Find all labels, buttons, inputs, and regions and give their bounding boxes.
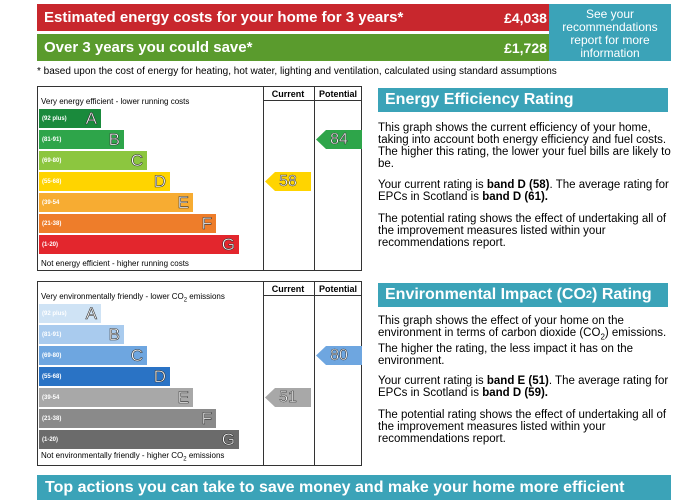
- energy-band-b: (81-91) B: [39, 129, 124, 149]
- co2-band-g: (1-20) G: [39, 429, 239, 449]
- environmental-impact-p1: This graph shows the effect of your home…: [378, 315, 667, 368]
- energy-band-g: (1-20) G: [39, 234, 239, 254]
- co2-band-range: (69-80): [42, 352, 62, 359]
- energy-band-range: (1-20): [42, 241, 59, 248]
- environmental-impact-p2: Your current rating is band E (51). The …: [378, 375, 669, 399]
- energy-band-letter: A: [85, 108, 97, 128]
- energy-potential-header: Potential: [318, 89, 357, 99]
- estimated-costs-label: Estimated energy costs for your home for…: [44, 9, 404, 26]
- environmental-impact-chart: Very environmentally friendly - lower CO…: [37, 281, 362, 466]
- see-recommendations-box[interactable]: See your recommendations report for more…: [549, 4, 671, 61]
- co2-band-f: (21-38) F: [39, 408, 216, 428]
- environmental-impact-p3: The potential rating shows the effect of…: [378, 409, 667, 445]
- energy-band-c: (69-80) C: [39, 150, 147, 170]
- savings-row: Over 3 years you could save* £1,728: [37, 34, 583, 61]
- co2-band-letter: B: [108, 324, 120, 344]
- environmental-impact-title: Environmental Impact (CO 2) Rating: [378, 283, 668, 307]
- energy-band-range: (92 plus): [42, 115, 67, 122]
- co2-current-rating-arrow: 51: [265, 388, 311, 407]
- energy-efficiency-p3: The potential rating shows the effect of…: [378, 213, 667, 249]
- energy-band-letter: G: [221, 234, 235, 254]
- co2-chart-top-label: Very environmentally friendly - lower CO…: [41, 292, 225, 304]
- co2-band-b: (81-91) B: [39, 324, 124, 344]
- co2-band-letter: C: [130, 345, 143, 365]
- energy-efficiency-chart: Very energy efficient - lower running co…: [37, 86, 362, 271]
- energy-current-header: Current: [271, 89, 305, 99]
- co2-chart-bottom-label: Not environmentally friendly - higher CO…: [41, 451, 225, 463]
- co2-band-range: (81-91): [42, 331, 62, 338]
- co2-band-range: (39-54: [42, 394, 60, 401]
- energy-band-letter: C: [130, 150, 143, 170]
- energy-efficiency-p1: This graph shows the current efficiency …: [378, 122, 671, 170]
- co2-band-c: (69-80) C: [39, 345, 147, 365]
- footnote: * based upon the cost of energy for heat…: [37, 66, 557, 77]
- co2-band-a: (92 plus) A: [39, 303, 101, 323]
- co2-band-letter: F: [201, 408, 212, 428]
- co2-band-e: (39-54 E: [39, 387, 193, 407]
- energy-current-rating-arrow: 58: [265, 172, 311, 191]
- co2-band-letter: A: [85, 303, 97, 323]
- co2-band-range: (92 plus): [42, 310, 67, 317]
- energy-band-letter: F: [201, 213, 212, 233]
- energy-band-range: (39-54: [42, 199, 60, 206]
- energy-chart-top-label: Very energy efficient - lower running co…: [41, 97, 190, 106]
- energy-band-range: (21-38): [42, 220, 62, 227]
- co2-potential-rating-arrow: 80: [316, 346, 362, 365]
- energy-band-range: (55-68): [42, 178, 62, 185]
- energy-band-letter: D: [153, 171, 166, 191]
- energy-band-letter: E: [177, 192, 189, 212]
- co2-band-letter: E: [177, 387, 189, 407]
- co2-band-range: (1-20): [42, 436, 59, 443]
- energy-band-e: (39-54 E: [39, 192, 193, 212]
- co2-current-header: Current: [271, 284, 305, 294]
- energy-band-d: (55-68) D: [39, 171, 170, 191]
- savings-label: Over 3 years you could save*: [44, 39, 253, 56]
- energy-potential-rating-arrow: 84: [316, 130, 362, 149]
- energy-band-range: (81-91): [42, 136, 62, 143]
- energy-chart-bottom-label: Not energy efficient - higher running co…: [41, 259, 189, 268]
- energy-efficiency-p2: Your current rating is band D (58). The …: [378, 179, 669, 203]
- estimated-costs-row: Estimated energy costs for your home for…: [37, 4, 583, 31]
- top-actions-bar: Top actions you can take to save money a…: [37, 475, 671, 500]
- energy-band-a: (92 plus) A: [39, 108, 101, 128]
- co2-band-d: (55-68) D: [39, 366, 170, 386]
- energy-band-range: (69-80): [42, 157, 62, 164]
- co2-band-range: (21-38): [42, 415, 62, 422]
- co2-band-letter: G: [221, 429, 235, 449]
- co2-potential-header: Potential: [318, 284, 357, 294]
- energy-band-letter: B: [108, 129, 120, 149]
- co2-band-range: (55-68): [42, 373, 62, 380]
- energy-band-f: (21-38) F: [39, 213, 216, 233]
- energy-efficiency-title: Energy Efficiency Rating: [378, 88, 668, 112]
- co2-band-letter: D: [153, 366, 166, 386]
